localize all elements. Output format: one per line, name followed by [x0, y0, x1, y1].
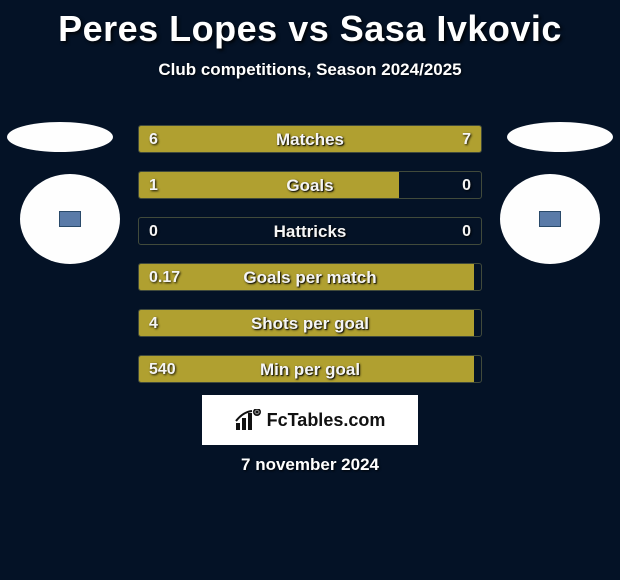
stat-label: Hattricks [139, 218, 481, 244]
player-left-avatar [20, 174, 120, 264]
stat-label: Shots per goal [139, 310, 481, 336]
stat-value-left: 0.17 [149, 264, 180, 290]
logo-box: FcTables.com [202, 395, 418, 445]
stat-row: Min per goal540 [138, 355, 482, 383]
stat-value-left: 1 [149, 172, 158, 198]
stat-label: Goals [139, 172, 481, 198]
player-left-ellipse [7, 122, 113, 152]
stat-row: Hattricks0 0 [138, 217, 482, 245]
stat-value-left: 0 [149, 218, 158, 244]
stat-row: Goals1 0 [138, 171, 482, 199]
date-label: 7 november 2024 [0, 455, 620, 475]
player-right-ellipse [507, 122, 613, 152]
stat-label: Matches [139, 126, 481, 152]
stat-value-right: 7 [462, 126, 471, 152]
stat-label: Min per goal [139, 356, 481, 382]
stat-value-left: 4 [149, 310, 158, 336]
stat-value-left: 540 [149, 356, 176, 382]
stat-row: Goals per match0.17 [138, 263, 482, 291]
player-left-flag-icon [59, 211, 81, 227]
page-subtitle: Club competitions, Season 2024/2025 [0, 60, 620, 80]
stat-row: Shots per goal4 [138, 309, 482, 337]
stat-row: Matches6 7 [138, 125, 482, 153]
player-right-flag-icon [539, 211, 561, 227]
stat-value-right: 0 [462, 218, 471, 244]
fctables-logo-icon [235, 409, 261, 431]
stat-label: Goals per match [139, 264, 481, 290]
page-title: Peres Lopes vs Sasa Ivkovic [0, 0, 620, 50]
player-right-avatar [500, 174, 600, 264]
logo-text: FcTables.com [267, 410, 386, 431]
stat-value-left: 6 [149, 126, 158, 152]
stats-panel: Matches67Goals10Hattricks00Goals per mat… [138, 125, 482, 401]
stat-value-right: 0 [462, 172, 471, 198]
